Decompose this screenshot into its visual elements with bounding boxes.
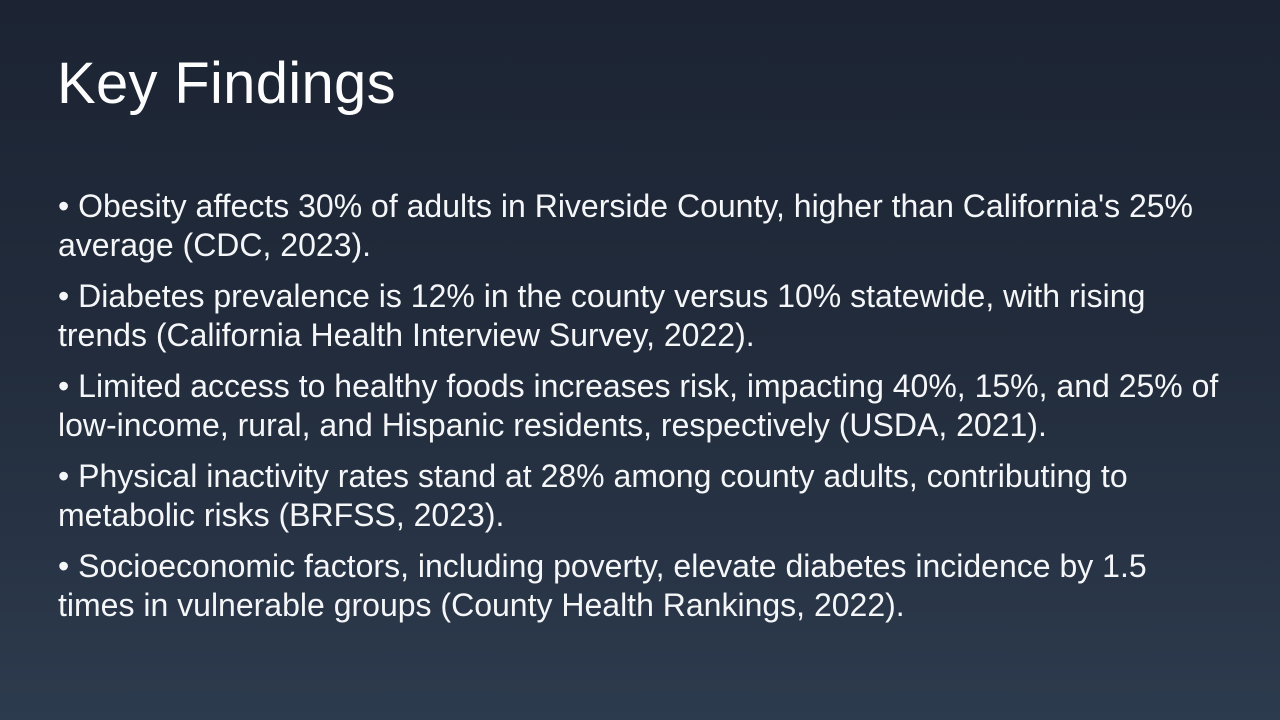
bullet-item: • Socioeconomic factors, including povert… xyxy=(58,547,1223,625)
bullet-item: • Diabetes prevalence is 12% in the count… xyxy=(58,277,1223,355)
bullet-glyph: • xyxy=(58,368,70,404)
bullet-list: • Obesity affects 30% of adults in Rivers… xyxy=(58,187,1223,637)
bullet-glyph: • xyxy=(58,188,70,224)
bullet-glyph: • xyxy=(58,548,70,584)
bullet-text: Diabetes prevalence is 12% in the county… xyxy=(58,278,1146,353)
bullet-text: Limited access to healthy foods increase… xyxy=(58,368,1219,443)
slide-title: Key Findings xyxy=(57,51,396,116)
bullet-text: Socioeconomic factors, including poverty… xyxy=(58,548,1147,623)
bullet-text: Physical inactivity rates stand at 28% a… xyxy=(58,458,1128,533)
bullet-item: • Obesity affects 30% of adults in Rivers… xyxy=(58,187,1223,265)
bullet-item: • Limited access to healthy foods increas… xyxy=(58,367,1223,445)
bullet-text: Obesity affects 30% of adults in Riversi… xyxy=(58,188,1193,263)
bullet-item: • Physical inactivity rates stand at 28% … xyxy=(58,457,1223,535)
bullet-glyph: • xyxy=(58,278,70,314)
bullet-glyph: • xyxy=(58,458,70,494)
